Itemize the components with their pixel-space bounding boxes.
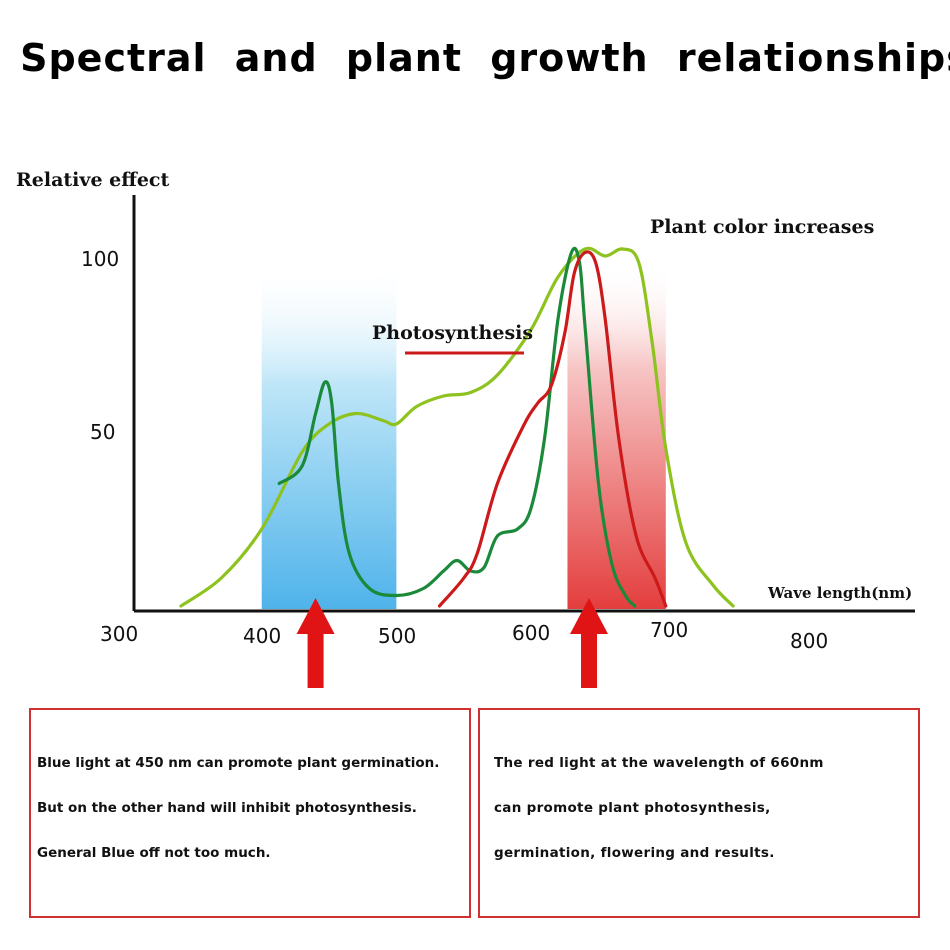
x-tick-label: 400 bbox=[243, 624, 281, 648]
red-light-band bbox=[567, 262, 666, 609]
spectrum-chart: Relative effect Wave length(nm) 100 50 3… bbox=[16, 169, 915, 688]
series-lines bbox=[179, 246, 735, 608]
page-title: Spectral and plant growth relationships bbox=[20, 36, 950, 80]
note-line: But on the other hand will inhibit photo… bbox=[37, 800, 417, 816]
arrows bbox=[296, 598, 609, 688]
red-arrow-up bbox=[570, 598, 609, 688]
x-tick-label: 300 bbox=[100, 622, 138, 646]
blue-light-note: Blue light at 450 nm can promote plant g… bbox=[29, 708, 471, 918]
y-axis-label: Relative effect bbox=[16, 169, 169, 191]
annotation-plant-color: Plant color increases bbox=[650, 216, 874, 238]
note-line: General Blue off not too much. bbox=[37, 845, 271, 861]
series-line-darkgreen bbox=[277, 246, 637, 608]
red-light-note: The red light at the wavelength of 660nm… bbox=[478, 708, 920, 918]
x-tick-label: 500 bbox=[378, 624, 416, 648]
x-tick-label: 700 bbox=[650, 618, 688, 642]
blue-arrow-up bbox=[296, 598, 335, 688]
note-line: The red light at the wavelength of 660nm bbox=[494, 755, 824, 771]
x-axis-label: Wave length(nm) bbox=[767, 584, 912, 602]
note-line: Blue light at 450 nm can promote plant g… bbox=[37, 755, 440, 771]
y-tick-label: 50 bbox=[90, 420, 115, 444]
note-line: germination, flowering and results. bbox=[494, 845, 775, 861]
x-tick-label: 800 bbox=[790, 629, 828, 653]
series-line-red bbox=[437, 250, 668, 608]
series-line-lightgreen bbox=[179, 246, 735, 608]
blue-light-band bbox=[261, 262, 397, 609]
x-tick-label: 600 bbox=[512, 621, 550, 645]
note-line: can promote plant photosynthesis, bbox=[494, 800, 771, 816]
annotation-photosynthesis: Photosynthesis bbox=[372, 322, 533, 344]
y-tick-label: 100 bbox=[81, 247, 119, 271]
